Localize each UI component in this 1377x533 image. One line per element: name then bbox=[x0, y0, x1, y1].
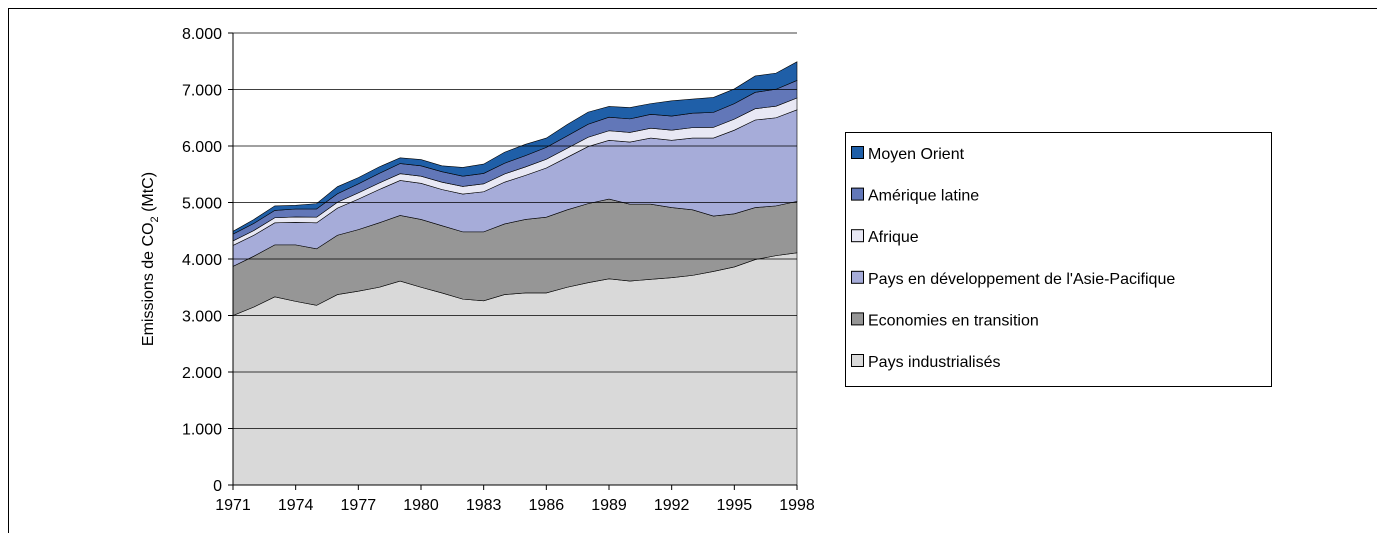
legend-box bbox=[845, 132, 1272, 387]
y-tick-label: 8.000 bbox=[182, 26, 222, 43]
legend-swatch bbox=[851, 187, 864, 201]
y-tick-label: 5.000 bbox=[182, 196, 222, 213]
legend-label: Pays en développement de l'Asie-Pacifiqu… bbox=[868, 271, 1175, 288]
legend-label: Moyen Orient bbox=[868, 146, 965, 163]
legend-label: Amérique latine bbox=[868, 188, 979, 205]
y-tick-label: 0 bbox=[213, 478, 222, 495]
y-tick-label: 4.000 bbox=[182, 252, 222, 269]
x-tick-label: 1980 bbox=[403, 497, 439, 514]
x-tick-label: 1977 bbox=[341, 497, 377, 514]
x-tick-label: 1971 bbox=[215, 497, 251, 514]
legend-label: Pays industrialisés bbox=[868, 354, 1001, 371]
x-tick-label: 1983 bbox=[466, 497, 502, 514]
legend-label: Economies en transition bbox=[868, 312, 1039, 329]
legend-swatch bbox=[851, 146, 864, 159]
legend-swatch bbox=[851, 312, 864, 326]
legend-label: Afrique bbox=[868, 229, 919, 246]
areas bbox=[232, 61, 798, 486]
y-tick-label: 6.000 bbox=[182, 139, 222, 156]
y-tick-label: 7.000 bbox=[182, 83, 222, 100]
x-tick-label: 1974 bbox=[278, 497, 314, 514]
y-tick-label: 1.000 bbox=[182, 422, 222, 439]
area bbox=[232, 61, 798, 235]
x-tick-label: 1986 bbox=[529, 497, 565, 514]
y-axis-label: Emissions de CO2 (MtC) bbox=[140, 172, 161, 346]
x-tick-label: 1995 bbox=[717, 497, 753, 514]
legend-swatch bbox=[851, 270, 864, 284]
x-tick-label: 1998 bbox=[779, 497, 815, 514]
legend-swatch bbox=[851, 354, 864, 367]
x-tick-label: 1989 bbox=[591, 497, 627, 514]
x-tick-label: 1992 bbox=[654, 497, 690, 514]
frame bbox=[8, 8, 1377, 533]
legend-swatch bbox=[851, 229, 864, 243]
y-tick-label: 3.000 bbox=[182, 309, 222, 326]
y-tick-label: 2.000 bbox=[182, 365, 222, 382]
